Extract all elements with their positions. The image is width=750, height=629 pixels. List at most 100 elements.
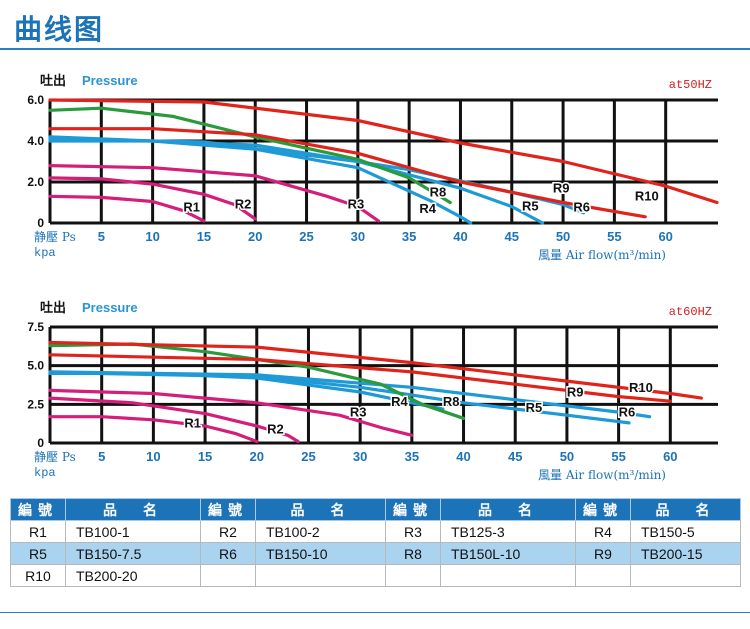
header-no: 編號 [385,498,441,521]
x-tick-label: 15 [198,449,212,464]
bottom-divider [0,612,750,613]
x-tick-label: 20 [250,449,264,464]
header-no: 編號 [200,498,256,521]
series-line-r2 [48,396,300,444]
cell-model-name [440,564,576,587]
x-tick-label: 55 [607,229,621,244]
y-axis-title-cn: 吐出 [40,300,66,316]
table-row: R1 TB100-1 R2 TB100-2 R3 TB125-3 R4 TB15… [10,520,741,543]
x-tick-label: 40 [453,229,467,244]
chart-60hz: R1 R2 R3 R4 R5 R6 R8 R9 R10 0 2.5 5.0 7.5 5 10 15 20 25 30… [27,300,718,482]
header-name: 品 名 [65,498,201,521]
cell-model-name: TB200-20 [65,564,201,587]
x-tick-label: 45 [505,229,519,244]
x-tick-label: 5 [98,449,105,464]
series-line-r10 [48,98,719,205]
series-label-r1: R1 [184,416,201,431]
series-line-r3 [48,388,414,437]
cell-model-no [385,564,441,587]
unit-label: kpa [34,466,56,480]
series-line-r3 [48,164,380,223]
x-tick-label: 50 [560,449,574,464]
series-label-r1: R1 [183,200,200,215]
series-label-r8: R8 [443,394,460,409]
x-tick-label: 25 [299,229,313,244]
table-row: R10 TB200-20 [10,564,741,587]
series-label-r5: R5 [522,199,539,214]
series-label-r2: R2 [267,422,284,437]
series-label-r4: R4 [419,201,436,216]
cell-model-name [630,564,741,587]
series-label-r8: R8 [430,184,447,199]
x-tick-label: 10 [145,229,159,244]
page-title: 曲线图 [14,13,105,46]
chart-50hz: R1 R2 R3 R4 R5 R6 R8 R9 R10 0 2.0 4.0 6.0 5 10 15 20 25 30… [27,73,719,262]
series-line-r6 [48,370,652,419]
x-tick-label: 15 [197,229,211,244]
x-tick-label: 60 [663,449,677,464]
cell-model-name: TB150-7.5 [65,542,201,565]
cell-model-name: TB125-3 [440,520,576,543]
series-group [48,340,703,444]
series-label-r9: R9 [553,180,570,195]
unit-label: kpa [34,246,56,260]
y-tick-label: 7.5 [27,320,44,334]
series-line-r9 [48,353,672,403]
y-tick-label: 2.5 [27,397,44,411]
series-label-r6: R6 [619,405,636,420]
cell-model-no: R5 [10,542,66,565]
series-line-r9 [48,127,647,219]
y-tick-label: 2.0 [27,175,44,189]
series-line-r6 [48,135,586,215]
series-line-r2 [48,176,257,221]
static-pressure-label: 静壓 Ps [34,230,76,244]
x-tick-label: 35 [402,229,416,244]
x-tick-label: 55 [611,449,625,464]
cell-model-no [575,564,631,587]
series-line-r1 [48,194,206,223]
x-tick-label: 5 [98,229,105,244]
table-row: R5 TB150-7.5 R6 TB150-10 R8 TB150L-10 R9… [10,542,741,565]
y-tick-label: 0 [37,436,44,450]
x-tick-label: 30 [353,449,367,464]
header-name: 品 名 [440,498,576,521]
cell-model-no: R6 [200,542,256,565]
frequency-label: at50HZ [669,78,712,92]
x-tick-label: 35 [405,449,419,464]
x-tick-label: 20 [248,229,262,244]
y-axis-title-en: Pressure [82,300,138,315]
series-label-r6: R6 [573,200,590,215]
y-tick-label: 5.0 [27,359,44,373]
cell-model-no: R2 [200,520,256,543]
x-tick-label: 25 [301,449,315,464]
series-line-r1 [48,415,259,444]
series-label-r4: R4 [391,394,408,409]
table-header-row: 編號 品 名 編號 品 名 編號 品 名 編號 品 名 [10,498,741,521]
x-tick-label: 50 [556,229,570,244]
y-axis-title-en: Pressure [82,73,138,88]
x-axis-title: 風量 Air flow(m³/min) [538,468,666,482]
y-tick-label: 0 [37,216,44,230]
cell-model-name [255,564,386,587]
frequency-label: at60HZ [669,305,712,319]
cell-model-name: TB100-1 [65,520,201,543]
series-label-r9: R9 [567,385,584,400]
series-label-r2: R2 [235,197,252,212]
series-label-r3: R3 [348,197,365,212]
cell-model-no: R3 [385,520,441,543]
cell-model-name: TB150-5 [630,520,741,543]
x-tick-label: 60 [658,229,672,244]
cell-model-no: R1 [10,520,66,543]
series-label-r10: R10 [635,188,659,203]
model-table: 編號 品 名 編號 品 名 編號 品 名 編號 品 名 R1 TB100-1 R… [10,498,741,587]
cell-model-no: R9 [575,542,631,565]
cell-model-no: R4 [575,520,631,543]
header-name: 品 名 [255,498,386,521]
x-axis-title: 風量 Air flow(m³/min) [538,248,666,262]
cell-model-no: R8 [385,542,441,565]
series-label-r3: R3 [350,405,367,420]
series-label-r10: R10 [629,380,653,395]
cell-model-name: TB150L-10 [440,542,576,565]
cell-model-name: TB150-10 [255,542,386,565]
header-no: 編號 [10,498,66,521]
